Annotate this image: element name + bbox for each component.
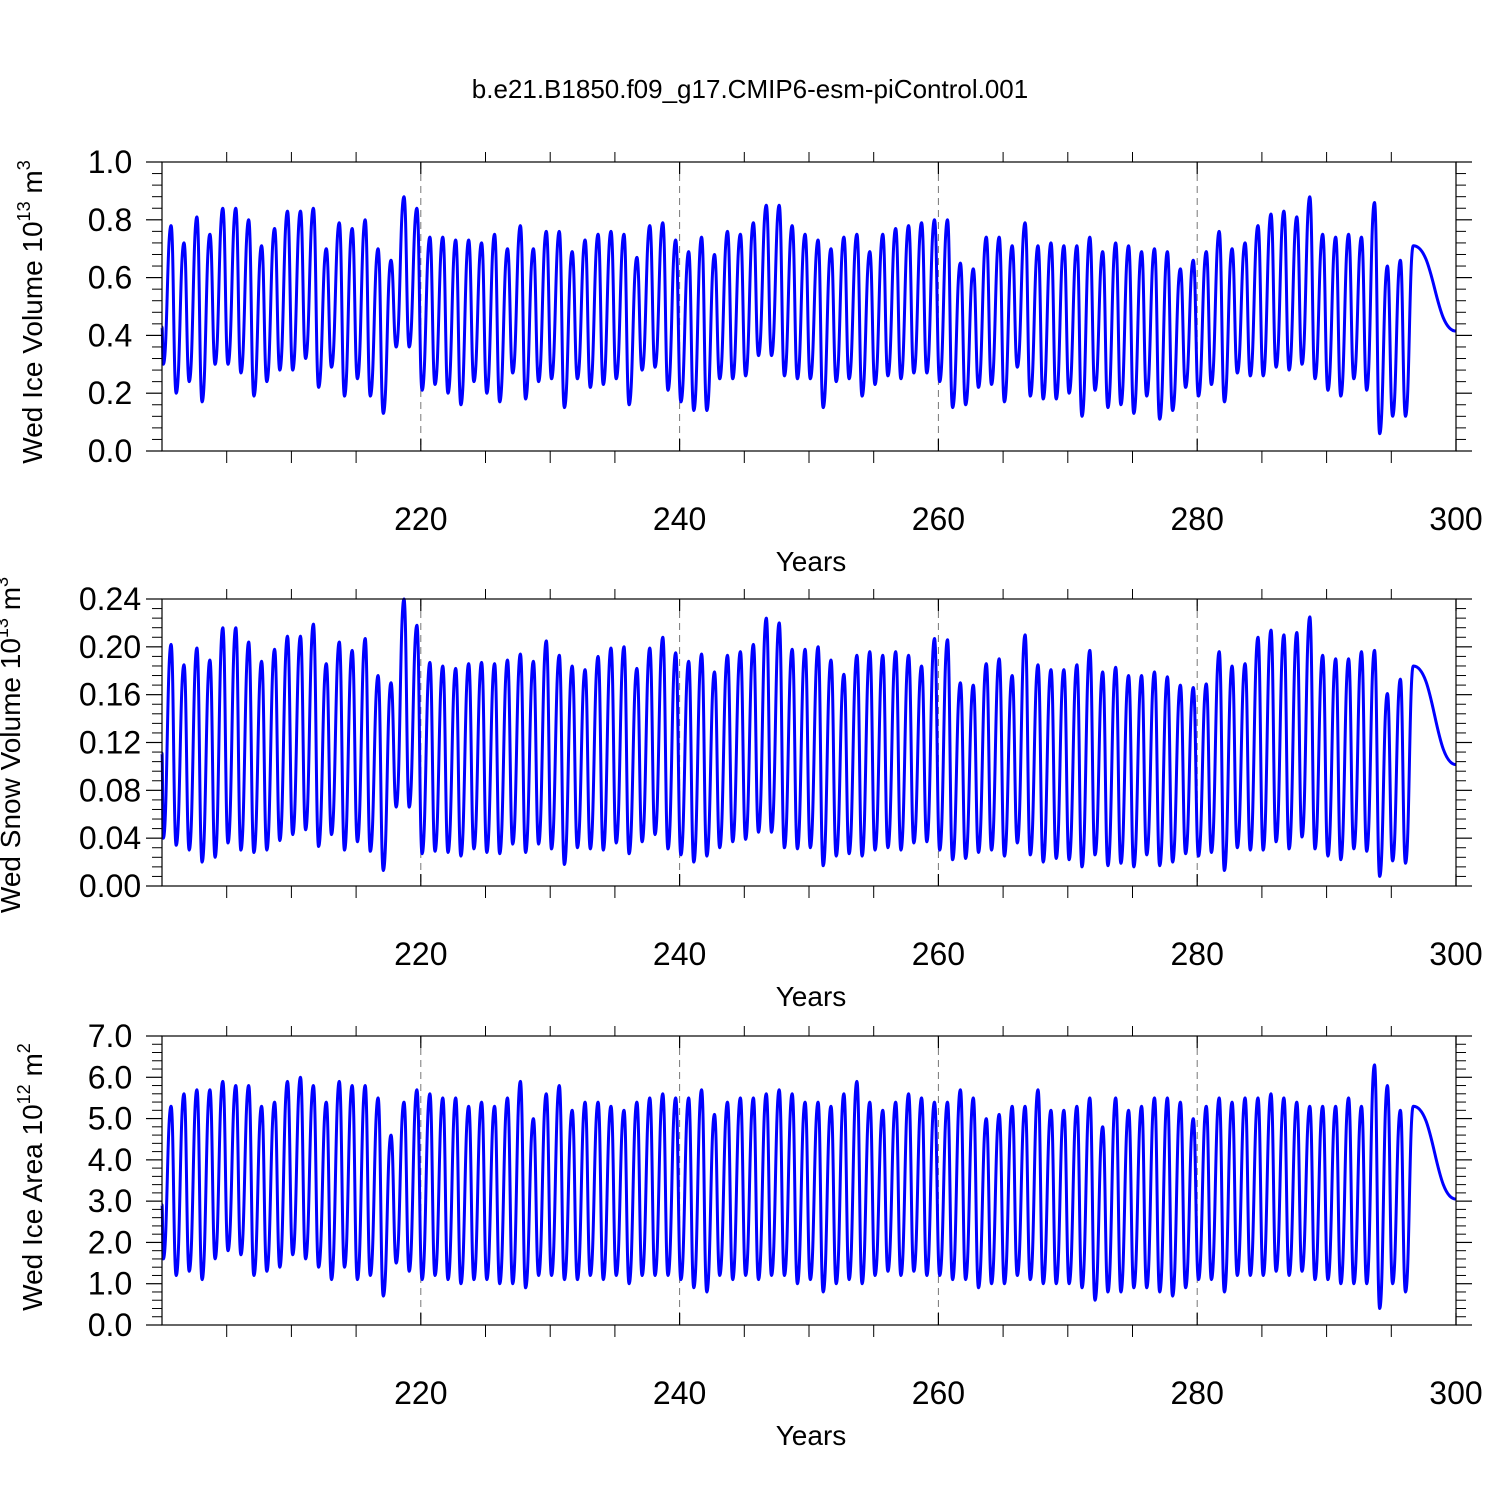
y-axis-label-text: m (17, 170, 48, 201)
x-axis-label: Years (776, 546, 847, 577)
y-tick-label: 0.0 (88, 433, 132, 469)
y-tick-label: 0.0 (88, 1307, 132, 1343)
y-tick-label: 3.0 (88, 1183, 132, 1219)
series-line (160, 597, 1457, 878)
y-axis-label: Wed Ice Volume 1013 m3 (14, 160, 48, 463)
y-axis-label-text: Wed Ice Volume 10 (17, 221, 48, 463)
y-tick-label: 7.0 (88, 1018, 132, 1054)
x-tick-label: 300 (1429, 501, 1482, 537)
y-axis-label-exponent: 12 (14, 1084, 34, 1104)
y-axis-label: Wed Ice Area 1012 m2 (14, 1043, 48, 1311)
y-tick-label: 5.0 (88, 1101, 132, 1137)
x-tick-label: 280 (1171, 1375, 1224, 1411)
y-tick-label: 0.6 (88, 260, 132, 296)
y-tick-label: 1.0 (88, 1266, 132, 1302)
y-axis-label-text: Wed Ice Area 10 (17, 1104, 48, 1311)
x-axis-label: Years (776, 981, 847, 1012)
x-tick-label: 260 (912, 936, 965, 972)
panels: 220 240 260 280 300 0.0 0.2 0.4 0.6 0.8 1.0 Years We… (0, 144, 1483, 1451)
y-tick-label: 0.00 (79, 868, 141, 904)
y-tick-label: 0.8 (88, 202, 132, 238)
x-tick-label: 300 (1429, 936, 1482, 972)
y-tick-label: 0.4 (88, 317, 132, 353)
x-tick-label: 240 (653, 501, 706, 537)
y-axis-label-exponent: 3 (14, 160, 34, 170)
y-axis-label-text: m (17, 1053, 48, 1084)
chart-panel-1: 220 240 260 280 300 0.0 0.2 0.4 0.6 0.8 1.0 Years We… (14, 144, 1483, 577)
y-tick-label: 0.08 (79, 772, 141, 808)
x-tick-label: 260 (912, 1375, 965, 1411)
y-tick-label: 0.20 (79, 629, 141, 665)
y-axis-label: Wed Snow Volume 1013 m3 (0, 577, 26, 913)
x-axis-label: Years (776, 1420, 847, 1451)
x-tick-label: 220 (394, 1375, 447, 1411)
chart-panel-2: 220 240 260 280 300 0.00 0.04 0.08 0.12 0.16 0.20 0… (0, 577, 1483, 1012)
y-axis-label-text: Wed Snow Volume 10 (0, 638, 26, 913)
x-tick-label: 240 (653, 1375, 706, 1411)
y-tick-label: 0.12 (79, 725, 141, 761)
y-axis-label-exponent: 2 (14, 1043, 34, 1053)
x-tick-label: 280 (1171, 501, 1224, 537)
x-tick-label: 220 (394, 501, 447, 537)
y-tick-label: 0.04 (79, 820, 141, 856)
y-tick-label: 1.0 (88, 144, 132, 180)
y-tick-label: 0.2 (88, 375, 132, 411)
x-tick-label: 280 (1171, 936, 1224, 972)
chart-panel-3: 220 240 260 280 300 0.0 1.0 2.0 3.0 4.0 5.0 6.0 7.0 Y… (14, 1018, 1483, 1451)
y-tick-label: 4.0 (88, 1142, 132, 1178)
series-line (160, 1063, 1457, 1310)
y-axis-label-exponent: 3 (0, 577, 12, 587)
y-tick-label: 0.16 (79, 677, 141, 713)
y-axis-label-exponent: 13 (14, 201, 34, 221)
x-tick-label: 240 (653, 936, 706, 972)
y-tick-label: 0.24 (79, 581, 141, 617)
y-axis-label-exponent: 13 (0, 618, 12, 638)
x-tick-label: 260 (912, 501, 965, 537)
x-tick-label: 300 (1429, 1375, 1482, 1411)
y-tick-label: 2.0 (88, 1224, 132, 1260)
y-tick-label: 6.0 (88, 1059, 132, 1095)
figure-title: b.e21.B1850.f09_g17.CMIP6-esm-piControl.… (472, 74, 1028, 104)
y-axis-label-text: m (0, 587, 26, 618)
x-tick-label: 220 (394, 936, 447, 972)
series-line (160, 195, 1457, 436)
